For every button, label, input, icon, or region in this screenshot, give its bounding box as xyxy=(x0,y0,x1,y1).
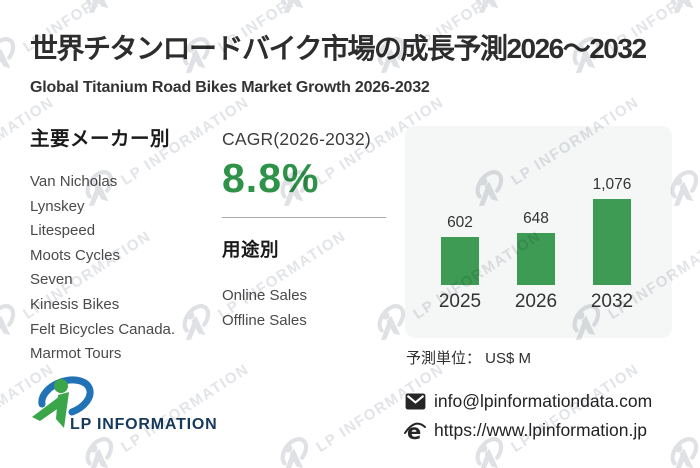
section-divider xyxy=(222,217,386,218)
email-text[interactable]: info@lpinformationdata.com xyxy=(434,391,653,411)
cagr-application-section: CAGR(2026-2032) 8.8% 用途別 Online Sales Of… xyxy=(222,129,386,333)
browser-icon: e xyxy=(404,420,426,442)
bar-group: 602 2025 xyxy=(430,214,490,312)
lp-mark-watermark-icon xyxy=(670,437,699,468)
website-text[interactable]: https://www.lpinformation.jp xyxy=(434,420,648,440)
email-row: info@lpinformationdata.com xyxy=(404,389,652,414)
bar-value-label: 602 xyxy=(447,214,473,231)
watermark-instance: LP INFORMATION xyxy=(654,340,700,468)
bar-value-label: 1,076 xyxy=(592,176,632,193)
bar-group: 1,076 2032 xyxy=(582,176,642,312)
manufacturer-item: Felt Bicycles Canada. xyxy=(30,320,176,338)
bar-group: 648 2026 xyxy=(506,210,566,312)
watermark-instance: LP INFORMATION xyxy=(654,0,700,23)
watermark-instance: LP INFORMATION xyxy=(69,0,255,23)
lp-mark-watermark-icon xyxy=(0,37,16,74)
lp-information-logo: LP INFORMATION xyxy=(28,360,238,444)
lp-mark-watermark-icon xyxy=(0,304,16,341)
bar-year-label: 2032 xyxy=(590,291,634,312)
bar-year-label: 2026 xyxy=(514,291,558,312)
chart-card: 602 2025 648 2026 1,076 2032 xyxy=(405,126,672,338)
manufacturers-section: 主要メーカー別 Van Nicholas Lynskey Litespeed M… xyxy=(30,122,215,367)
watermark-instance: LP INFORMATION xyxy=(264,0,450,23)
application-item: Online Sales xyxy=(222,287,308,304)
bar-2025 xyxy=(441,237,479,285)
manufacturer-item: Kinesis Bikes xyxy=(30,295,120,313)
applications-heading: 用途別 xyxy=(222,239,280,260)
manufacturers-list: Van Nicholas Lynskey Litespeed Moots Cyc… xyxy=(30,170,215,367)
watermark-instance: LP INFORMATION xyxy=(0,0,59,23)
lp-mark-watermark-icon xyxy=(280,0,309,14)
application-item: Offline Sales xyxy=(222,312,307,329)
website-row: e https://www.lpinformation.jp xyxy=(404,418,652,443)
manufacturer-item: Moots Cycles xyxy=(30,246,121,264)
manufacturer-item: Marmot Tours xyxy=(30,345,122,363)
page-subtitle: Global Titanium Road Bikes Market Growth… xyxy=(30,79,430,96)
envelope-icon xyxy=(404,391,426,413)
bar-2026 xyxy=(517,233,555,285)
manufacturers-heading: 主要メーカー別 xyxy=(30,128,171,150)
contact-block: info@lpinformationdata.com e https://www… xyxy=(404,389,652,447)
cagr-label: CAGR(2026-2032) xyxy=(222,129,371,149)
manufacturer-item: Van Nicholas xyxy=(30,173,118,190)
bar-year-label: 2025 xyxy=(438,291,482,312)
manufacturer-item: Lynskey xyxy=(30,197,85,215)
forecast-unit-note: 予測単位： US$ M xyxy=(406,350,532,367)
lp-mark-watermark-icon xyxy=(280,437,309,468)
lp-logo-mark-icon xyxy=(32,376,94,428)
lp-mark-watermark-icon xyxy=(85,0,114,14)
watermark-instance: LP INFORMATION xyxy=(459,0,645,23)
cagr-value: 8.8% xyxy=(222,155,320,201)
logo-wordmark: LP INFORMATION xyxy=(70,416,218,433)
manufacturer-item: Litespeed xyxy=(30,222,96,240)
page-title: 世界チタンロードバイク市場の成長予測2026～2032 xyxy=(30,33,647,64)
lp-mark-watermark-icon xyxy=(475,0,504,14)
applications-list: Online Sales Offline Sales xyxy=(222,283,386,333)
bar-2032 xyxy=(593,199,631,285)
bar-value-label: 648 xyxy=(523,210,549,227)
lp-mark-watermark-icon xyxy=(670,0,699,14)
manufacturer-item: Seven xyxy=(30,271,73,289)
